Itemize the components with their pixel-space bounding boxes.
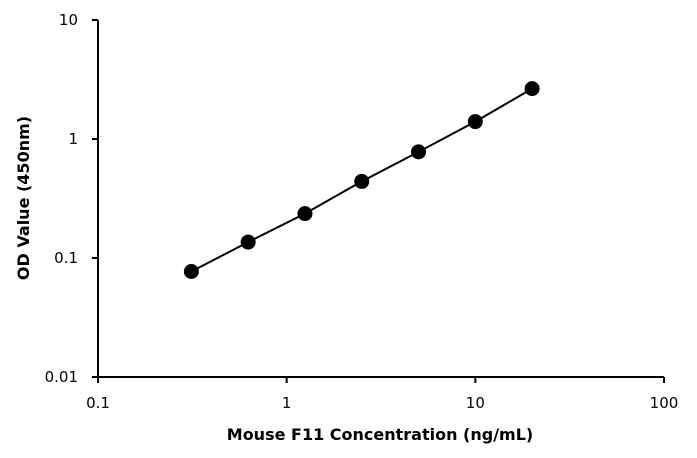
- x-tick-label: 0.1: [86, 394, 110, 412]
- x-tick-label: 1: [282, 394, 292, 412]
- y-tick-label: 1: [68, 130, 78, 148]
- y-axis-title: OD Value (450nm): [14, 116, 33, 280]
- data-point: [524, 81, 540, 97]
- data-point: [297, 206, 313, 222]
- y-tick-label: 0.01: [45, 368, 78, 386]
- x-tick-label: 10: [466, 394, 485, 412]
- x-axis-title: Mouse F11 Concentration (ng/mL): [227, 425, 533, 444]
- y-tick-label: 0.1: [54, 249, 78, 267]
- data-point: [240, 234, 256, 250]
- data-point: [411, 144, 427, 160]
- data-point: [183, 264, 199, 280]
- x-tick-label: 100: [650, 394, 679, 412]
- data-point: [467, 114, 483, 130]
- y-tick-label: 10: [59, 11, 78, 29]
- series-layer: [183, 81, 540, 280]
- data-point: [354, 173, 370, 189]
- axes: 0.1 1 10 100 0.01 0.1 1 10: [45, 11, 679, 412]
